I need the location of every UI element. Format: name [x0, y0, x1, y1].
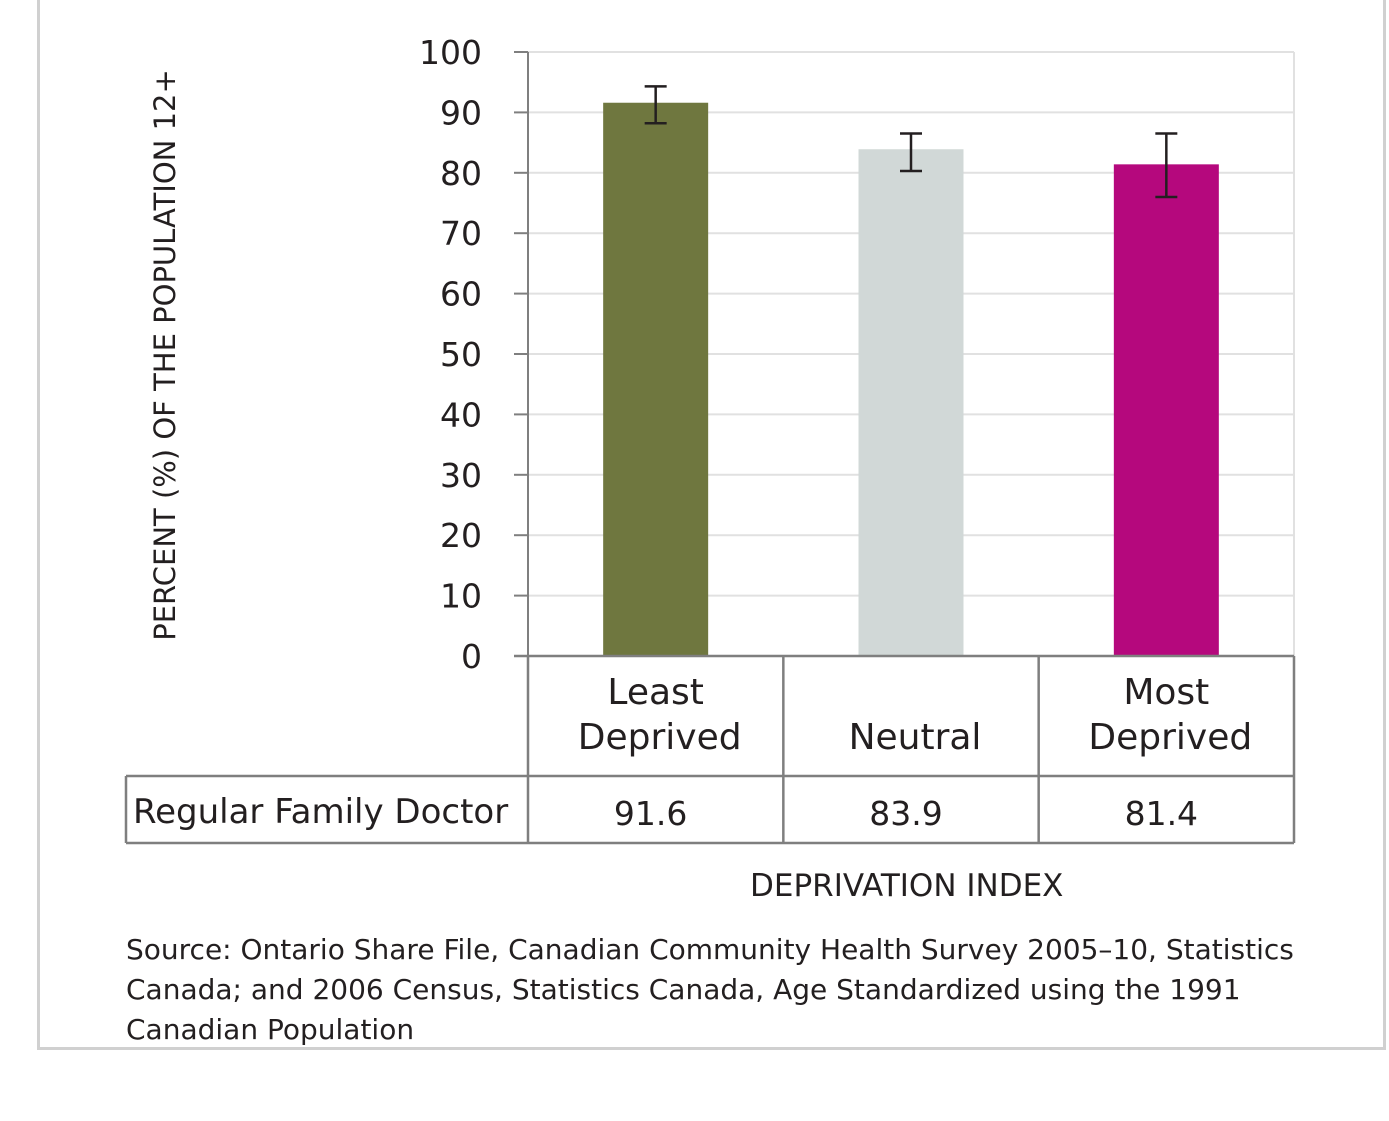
x-axis-title: DEPRIVATION INDEX — [750, 868, 1064, 904]
y-axis-label: PERCENT (%) OF THE POPULATION 12+ — [148, 69, 182, 641]
data-label-2: 81.4 — [1125, 794, 1198, 833]
bar-2 — [1113, 164, 1219, 656]
y-tick-label-6: 60 — [440, 275, 482, 314]
category-label-2-line2: Deprived — [1088, 717, 1252, 758]
category-label-2-line1: Most — [1123, 672, 1209, 713]
y-tick-label-10: 100 — [419, 33, 482, 72]
bar-1 — [858, 149, 964, 656]
source-line-2: Canada; and 2006 Census, Statistics Cana… — [126, 973, 1241, 1006]
data-label-0: 91.6 — [614, 794, 687, 833]
y-tick-label-2: 20 — [440, 516, 482, 555]
y-tick-label-8: 80 — [440, 154, 482, 193]
category-label-0-line1: Least — [607, 672, 704, 713]
source-line-3: Canadian Population — [126, 1013, 415, 1046]
data-label-1: 83.9 — [869, 794, 942, 833]
y-tick-label-7: 70 — [440, 214, 482, 253]
source-line-1: Source: Ontario Share File, Canadian Com… — [126, 933, 1294, 966]
y-tick-label-3: 30 — [440, 456, 482, 495]
category-label-0-line2: Deprived — [578, 717, 742, 758]
y-tick-label-4: 40 — [440, 395, 482, 434]
y-tick-label-0: 0 — [461, 637, 482, 676]
category-label-1-line2: Neutral — [849, 717, 982, 758]
bar-0 — [603, 102, 709, 656]
figure-frame — [37, 0, 1386, 1050]
series-row-label: Regular Family Doctor — [133, 792, 508, 832]
y-tick-label-5: 50 — [440, 335, 482, 374]
y-tick-label-1: 10 — [440, 577, 482, 616]
source-note: Source: Ontario Share File, Canadian Com… — [126, 930, 1306, 1050]
y-tick-label-9: 90 — [440, 93, 482, 132]
